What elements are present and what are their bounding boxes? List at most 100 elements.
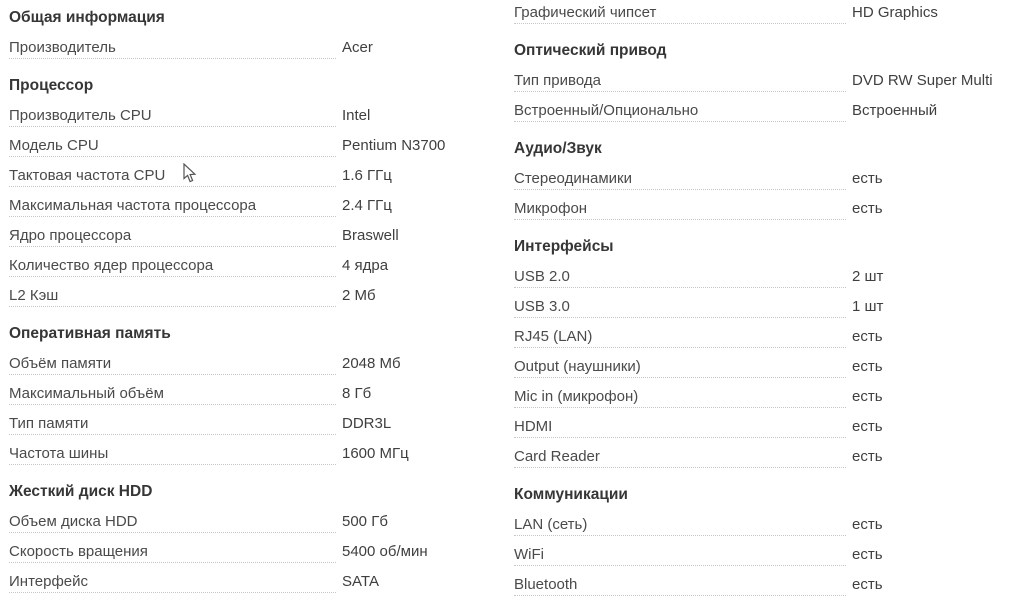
spec-row: HDMI есть — [514, 417, 1022, 438]
spec-label: Тип привода — [514, 71, 846, 92]
spec-label: Встроенный/Опционально — [514, 101, 846, 122]
spec-label: Тактовая частота CPU — [9, 166, 336, 187]
spec-label: Максимальная частота процессора — [9, 196, 336, 217]
spec-value: есть — [852, 418, 883, 435]
spec-row: Графический чипсет HD Graphics — [514, 3, 1022, 24]
spec-row: LAN (сеть) есть — [514, 515, 1022, 536]
spec-row: Максимальный объём 8 Гб — [9, 384, 478, 405]
spec-value: есть — [852, 576, 883, 593]
spec-row: Output (наушники) есть — [514, 357, 1022, 378]
section-title-interfaces: Интерфейсы — [514, 238, 614, 255]
spec-value: 1.6 ГГц — [342, 167, 392, 184]
spec-row: USB 2.0 2 шт — [514, 267, 1022, 288]
spec-label: Графический чипсет — [514, 3, 846, 24]
spec-label: LAN (сеть) — [514, 515, 846, 536]
spec-row: Производитель Acer — [9, 38, 478, 59]
spec-row: Card Reader есть — [514, 447, 1022, 468]
section-title-hdd: Жесткий диск HDD — [9, 483, 153, 500]
spec-row: Тип привода DVD RW Super Multi — [514, 71, 1022, 92]
spec-label: WiFi — [514, 545, 846, 566]
spec-value: 2 шт — [852, 268, 884, 285]
spec-label: Максимальный объём — [9, 384, 336, 405]
spec-value: есть — [852, 170, 883, 187]
spec-label: USB 3.0 — [514, 297, 846, 318]
spec-label: Интерфейс — [9, 572, 336, 593]
spec-value: 1600 МГц — [342, 445, 409, 462]
spec-label: Bluetooth — [514, 575, 846, 596]
spec-value: Intel — [342, 107, 371, 124]
spec-value: 1 шт — [852, 298, 884, 315]
spec-label: Mic in (микрофон) — [514, 387, 846, 408]
spec-label: Объём памяти — [9, 354, 336, 375]
spec-row: L2 Кэш 2 Мб — [9, 286, 478, 307]
spec-label: Стереодинамики — [514, 169, 846, 190]
spec-row: Тип памяти DDR3L — [9, 414, 478, 435]
spec-value: есть — [852, 546, 883, 563]
section-title-general-info: Общая информация — [9, 9, 165, 26]
spec-label: Скорость вращения — [9, 542, 336, 563]
spec-value: 8 Гб — [342, 385, 372, 402]
spec-value: Pentium N3700 — [342, 137, 446, 154]
spec-value: HD Graphics — [852, 4, 938, 21]
spec-label: Ядро процессора — [9, 226, 336, 247]
spec-value: есть — [852, 358, 883, 375]
spec-value: Встроенный — [852, 102, 938, 119]
spec-row: Bluetooth есть — [514, 575, 1022, 596]
spec-row: Объем диска HDD 500 Гб — [9, 512, 478, 533]
section-title-communications: Коммуникации — [514, 486, 628, 503]
spec-label: Card Reader — [514, 447, 846, 468]
spec-label: RJ45 (LAN) — [514, 327, 846, 348]
spec-column-left: Общая информация Производитель Acer Проц… — [9, 8, 478, 605]
spec-row: Микрофон есть — [514, 199, 1022, 220]
spec-value: есть — [852, 328, 883, 345]
spec-row: Производитель CPU Intel — [9, 106, 478, 127]
spec-row: RJ45 (LAN) есть — [514, 327, 1022, 348]
spec-value: 2.4 ГГц — [342, 197, 392, 214]
spec-value: есть — [852, 516, 883, 533]
spec-value: SATA — [342, 573, 379, 590]
spec-label: Микрофон — [514, 199, 846, 220]
spec-value: есть — [852, 388, 883, 405]
spec-value: Braswell — [342, 227, 399, 244]
spec-label: Производитель CPU — [9, 106, 336, 127]
spec-label: Output (наушники) — [514, 357, 846, 378]
spec-label: Тип памяти — [9, 414, 336, 435]
spec-row: Скорость вращения 5400 об/мин — [9, 542, 478, 563]
spec-value: DVD RW Super Multi — [852, 72, 993, 89]
spec-row: Количество ядер процессора 4 ядра — [9, 256, 478, 277]
section-title-audio: Аудио/Звук — [514, 140, 602, 157]
spec-row: Интерфейс SATA — [9, 572, 478, 593]
spec-label: HDMI — [514, 417, 846, 438]
spec-row: Встроенный/Опционально Встроенный — [514, 101, 1022, 122]
spec-label: Объем диска HDD — [9, 512, 336, 533]
spec-value: DDR3L — [342, 415, 392, 432]
spec-value: есть — [852, 200, 883, 217]
spec-row: Максимальная частота процессора 2.4 ГГц — [9, 196, 478, 217]
section-title-processor: Процессор — [9, 77, 94, 94]
spec-label: Производитель — [9, 38, 336, 59]
spec-row: Mic in (микрофон) есть — [514, 387, 1022, 408]
section-title-ram: Оперативная память — [9, 325, 171, 342]
spec-row: Ядро процессора Braswell — [9, 226, 478, 247]
spec-row: Тактовая частота CPU 1.6 ГГц — [9, 166, 478, 187]
spec-row: USB 3.0 1 шт — [514, 297, 1022, 318]
spec-value: 5400 об/мин — [342, 543, 428, 560]
spec-label: Количество ядер процессора — [9, 256, 336, 277]
spec-label: L2 Кэш — [9, 286, 336, 307]
spec-value: 4 ядра — [342, 257, 389, 274]
spec-row: WiFi есть — [514, 545, 1022, 566]
spec-column-right: Графический чипсет HD Graphics Оптически… — [514, 3, 1022, 605]
spec-row: Модель CPU Pentium N3700 — [9, 136, 478, 157]
spec-label: Частота шины — [9, 444, 336, 465]
section-title-optical-drive: Оптический привод — [514, 42, 667, 59]
spec-label: USB 2.0 — [514, 267, 846, 288]
spec-row: Стереодинамики есть — [514, 169, 1022, 190]
spec-value: есть — [852, 448, 883, 465]
spec-label: Модель CPU — [9, 136, 336, 157]
spec-value: 2 Мб — [342, 287, 376, 304]
spec-row: Объём памяти 2048 Мб — [9, 354, 478, 375]
spec-value: 500 Гб — [342, 513, 388, 530]
spec-value: 2048 Мб — [342, 355, 401, 372]
spec-value: Acer — [342, 39, 373, 56]
